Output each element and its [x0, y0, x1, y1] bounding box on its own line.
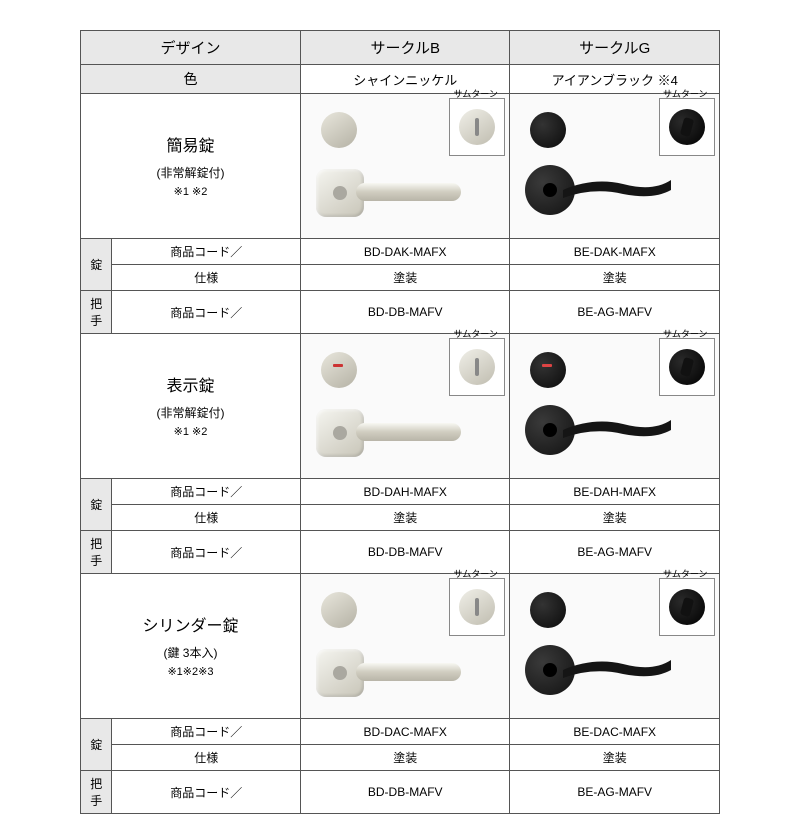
thumbturn-icon: [459, 109, 495, 145]
lever-handle-icon: [525, 400, 675, 460]
product-code-g: BE-DAC-MAFX: [510, 719, 720, 745]
lever-handle-icon: [316, 645, 466, 700]
product-image-black: サムターン: [510, 94, 720, 239]
spec-value-g: 塗装: [510, 505, 720, 531]
product-table: デザインサークルBサークルG色シャインニッケルアイアンブラック ※4簡易錠(非常…: [80, 30, 720, 814]
product-code-g: BE-DAK-MAFX: [510, 239, 720, 265]
thumbturn-icon: [669, 109, 705, 145]
lock-title: シリンダー錠: [142, 618, 238, 635]
handle-code-b: BD-DB-MAFV: [300, 771, 510, 814]
thumbturn-label: サムターン: [453, 327, 497, 340]
lock-notes: ※1 ※2: [85, 185, 296, 198]
thumbturn-icon: [669, 589, 705, 625]
spec-value-b: 塗装: [300, 265, 510, 291]
lock-notes: ※1※2※3: [85, 665, 296, 678]
product-code-label: 商品コード／: [112, 719, 301, 745]
spec-label: 仕様: [112, 505, 301, 531]
product-code-b: BD-DAC-MAFX: [300, 719, 510, 745]
product-image-black: サムターン: [510, 334, 720, 479]
thumbturn-label: サムターン: [453, 87, 497, 100]
spec-value-g: 塗装: [510, 745, 720, 771]
spec-value-g: 塗装: [510, 265, 720, 291]
lock-subtitle: (鍵 3本入): [85, 644, 296, 661]
thumbturn-box: サムターン: [449, 98, 505, 156]
handle-group-label: 把手: [81, 531, 112, 574]
thumbturn-box: サムターン: [659, 98, 715, 156]
product-code-b: BD-DAH-MAFX: [300, 479, 510, 505]
spec-label: 仕様: [112, 265, 301, 291]
thumbturn-label: サムターン: [663, 327, 707, 340]
lock-type-cell: 表示錠 (非常解錠付) ※1 ※2: [81, 334, 301, 479]
thumbturn-icon: [459, 589, 495, 625]
thumbturn-label: サムターン: [663, 567, 707, 580]
header-design: デザイン: [81, 31, 301, 65]
handle-code-label: 商品コード／: [112, 531, 301, 574]
lock-subtitle: (非常解錠付): [85, 164, 296, 181]
lock-notes: ※1 ※2: [85, 425, 296, 438]
product-code-g: BE-DAH-MAFX: [510, 479, 720, 505]
thumbturn-icon: [669, 349, 705, 385]
spec-value-b: 塗装: [300, 505, 510, 531]
handle-group-label: 把手: [81, 771, 112, 814]
header-circle-g: サークルG: [510, 31, 720, 65]
lever-handle-icon: [525, 160, 675, 220]
thumbturn-box: サムターン: [659, 578, 715, 636]
thumbturn-label: サムターン: [663, 87, 707, 100]
product-image-nickel: サムターン: [300, 574, 510, 719]
product-image-nickel: サムターン: [300, 334, 510, 479]
product-image-black: サムターン: [510, 574, 720, 719]
lock-group-label: 錠: [81, 719, 112, 771]
handle-code-g: BE-AG-MAFV: [510, 771, 720, 814]
product-code-label: 商品コード／: [112, 239, 301, 265]
spec-label: 仕様: [112, 745, 301, 771]
lock-group-label: 錠: [81, 479, 112, 531]
header-circle-b: サークルB: [300, 31, 510, 65]
handle-group-label: 把手: [81, 291, 112, 334]
lever-handle-icon: [525, 640, 675, 700]
product-code-label: 商品コード／: [112, 479, 301, 505]
product-code-b: BD-DAK-MAFX: [300, 239, 510, 265]
spec-value-b: 塗装: [300, 745, 510, 771]
lock-type-cell: 簡易錠 (非常解錠付) ※1 ※2: [81, 94, 301, 239]
product-image-nickel: サムターン: [300, 94, 510, 239]
lock-title: 簡易錠: [166, 138, 214, 155]
thumbturn-box: サムターン: [659, 338, 715, 396]
thumbturn-box: サムターン: [449, 338, 505, 396]
header-color-label: 色: [81, 65, 301, 94]
lever-handle-icon: [316, 165, 466, 220]
handle-code-label: 商品コード／: [112, 291, 301, 334]
lever-handle-icon: [316, 405, 466, 460]
thumbturn-icon: [459, 349, 495, 385]
lock-group-label: 錠: [81, 239, 112, 291]
lock-type-cell: シリンダー錠 (鍵 3本入) ※1※2※3: [81, 574, 301, 719]
lock-title: 表示錠: [166, 378, 214, 395]
lock-subtitle: (非常解錠付): [85, 404, 296, 421]
thumbturn-box: サムターン: [449, 578, 505, 636]
thumbturn-label: サムターン: [453, 567, 497, 580]
handle-code-label: 商品コード／: [112, 771, 301, 814]
